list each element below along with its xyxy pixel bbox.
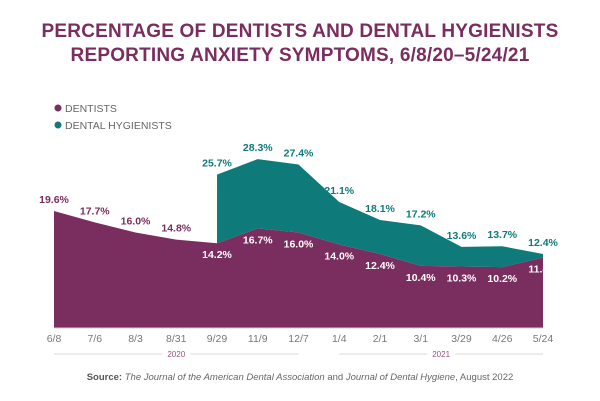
dentists-data-label: 19.6% <box>39 194 69 206</box>
dentists-data-label: 16.7% <box>243 234 273 246</box>
chart-title: PERCENTAGE OF DENTISTS AND DENTAL HYGIEN… <box>0 20 600 68</box>
dentists-data-label: 14.8% <box>161 223 191 235</box>
hygienists-area <box>217 159 543 268</box>
source-journal-2: Journal of Dental Hygiene <box>345 372 456 383</box>
dentists-data-label: 12.4% <box>365 260 395 272</box>
legend-swatch <box>54 121 62 129</box>
x-tick-label: 8/3 <box>128 333 143 345</box>
x-tick-label: 3/29 <box>451 333 472 345</box>
hygienists-data-label: 17.2% <box>406 208 436 220</box>
chart-title-line-2: REPORTING ANXIETY SYMPTOMS, 6/8/20–5/24/… <box>70 45 530 66</box>
dentists-data-label: 11.8% <box>528 264 558 276</box>
x-tick-label: 3/1 <box>413 333 428 345</box>
x-tick-label: 12/7 <box>288 333 309 345</box>
hygienists-data-label: 18.1% <box>365 203 395 215</box>
hygienists-data-label: 12.4% <box>528 237 558 249</box>
dentists-data-label: 14.2% <box>202 249 232 261</box>
source-note: Source: The Journal of the American Dent… <box>0 372 600 383</box>
dentists-area <box>54 211 543 328</box>
source-journal-1: The Journal of the American Dental Assoc… <box>124 372 325 383</box>
dentists-data-label: 14.0% <box>324 250 354 262</box>
x-tick-label: 11/9 <box>248 333 268 345</box>
hygienists-data-label: 28.3% <box>243 142 273 154</box>
source-date: , August 2022 <box>455 372 514 383</box>
source-prefix: Source: <box>86 372 123 383</box>
dentists-data-label: 16.0% <box>121 216 151 228</box>
hygienists-data-label: 21.1% <box>324 185 354 197</box>
x-tick-label: 8/31 <box>166 333 187 345</box>
year-label: 2020 <box>167 350 185 359</box>
hygienists-data-label: 13.6% <box>447 230 477 242</box>
hygienists-data-label: 13.7% <box>487 229 517 241</box>
x-tick-label: 7/6 <box>87 333 102 345</box>
legend-swatch <box>54 104 62 112</box>
x-tick-label: 6/8 <box>47 333 62 345</box>
x-tick-label: 4/26 <box>492 333 513 345</box>
dentists-data-label: 10.2% <box>487 273 517 285</box>
hygienists-data-label: 25.7% <box>202 158 232 170</box>
source-connector: and <box>324 372 346 383</box>
dentists-data-label: 17.7% <box>80 205 110 217</box>
hygienists-data-label: 27.4% <box>284 147 314 159</box>
legend-label: DENTISTS <box>65 103 117 115</box>
x-tick-label: 5/24 <box>533 333 554 345</box>
dentists-data-label: 10.4% <box>406 272 436 284</box>
dentists-data-label: 16.0% <box>284 239 314 251</box>
dentists-data-label: 10.3% <box>447 273 477 285</box>
year-label: 2021 <box>432 350 450 359</box>
legend-label: DENTAL HYGIENISTS <box>65 120 172 132</box>
x-tick-label: 2/1 <box>373 333 388 345</box>
x-tick-label: 9/29 <box>207 333 228 345</box>
x-tick-label: 1/4 <box>332 333 347 345</box>
chart-title-line-1: PERCENTAGE OF DENTISTS AND DENTAL HYGIEN… <box>41 21 559 42</box>
